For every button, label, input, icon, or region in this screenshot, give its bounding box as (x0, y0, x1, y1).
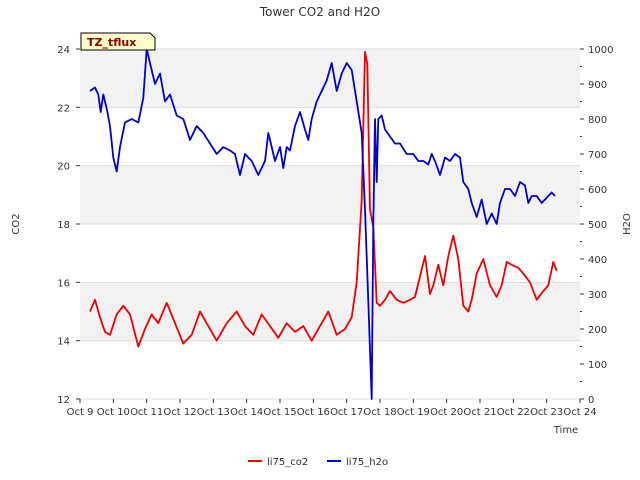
y2-tick-label: 700 (588, 150, 607, 161)
legend-label-h2o: li75_h2o (346, 457, 388, 468)
plot-band (80, 224, 580, 283)
x-tick-label: Oct 22 (497, 407, 530, 418)
x-axis-label: Time (553, 425, 578, 436)
y2-tick-label: 300 (588, 290, 607, 301)
x-tick-label: Oct 10 (97, 407, 130, 418)
x-tick-label: Oct 20 (430, 407, 463, 418)
y2-tick-label: 500 (588, 220, 607, 231)
badge: TZ_tflux (80, 32, 156, 51)
y-tick-label: 16 (57, 278, 70, 289)
y-tick-label: 24 (57, 45, 70, 56)
y2-tick-label: 800 (588, 115, 607, 126)
series-line-li75_h2o (89, 48, 556, 400)
x-tick-label: Oct 21 (463, 407, 496, 418)
y2-tick-label: 600 (588, 185, 607, 196)
badge-box (80, 32, 156, 51)
y-tick-label: 18 (57, 220, 70, 231)
x-tick-label: Oct 13 (197, 407, 230, 418)
y-tick-label: 14 (57, 337, 70, 348)
x-tick-label: Oct 17 (330, 407, 363, 418)
series-layer (89, 48, 558, 400)
y-tick-label: 22 (57, 103, 70, 114)
x-tick-label: Oct 19 (397, 407, 430, 418)
chart-title: Tower CO2 and H2O (259, 5, 380, 19)
y2-axis-label: H2O (622, 213, 633, 235)
y-tick-label: 20 (57, 162, 70, 173)
x-tick-label: Oct 15 (263, 407, 296, 418)
plot-bands (80, 49, 580, 399)
y2-tick-label: 900 (588, 80, 607, 91)
series-line-li75_co2 (89, 51, 558, 348)
legend: li75_co2 li75_h2o (248, 457, 388, 468)
plot-band (80, 49, 580, 108)
y2-tick-label: 200 (588, 325, 607, 336)
ticks: 12 14 16 18 20 22 24 0 100 200 300 400 500 600 700 800 9… (57, 45, 613, 418)
x-tick-label: Oct 12 (163, 407, 196, 418)
x-tick-label: Oct 14 (230, 407, 263, 418)
y2-tick-label: 100 (588, 360, 607, 371)
x-tick-label: Oct 16 (297, 407, 330, 418)
y-axis-label: CO2 (11, 213, 22, 234)
x-tick-label: Oct 23 (530, 407, 563, 418)
x-tick-label: Oct 9 (67, 407, 94, 418)
badge-label: TZ_tflux (87, 36, 136, 49)
legend-label-co2: li75_co2 (267, 457, 308, 468)
plot-band (80, 282, 580, 341)
plot-band (80, 107, 580, 166)
y-tick-label: 12 (57, 395, 70, 406)
x-tick-label: Oct 24 (563, 407, 596, 418)
plot-band (80, 340, 580, 399)
x-tick-label: Oct 11 (130, 407, 163, 418)
y2-tick-label: 400 (588, 255, 607, 266)
x-tick-label: Oct 18 (363, 407, 396, 418)
plot-band (80, 165, 580, 224)
y2-tick-label: 1000 (588, 45, 613, 56)
y2-tick-label: 0 (588, 395, 594, 406)
